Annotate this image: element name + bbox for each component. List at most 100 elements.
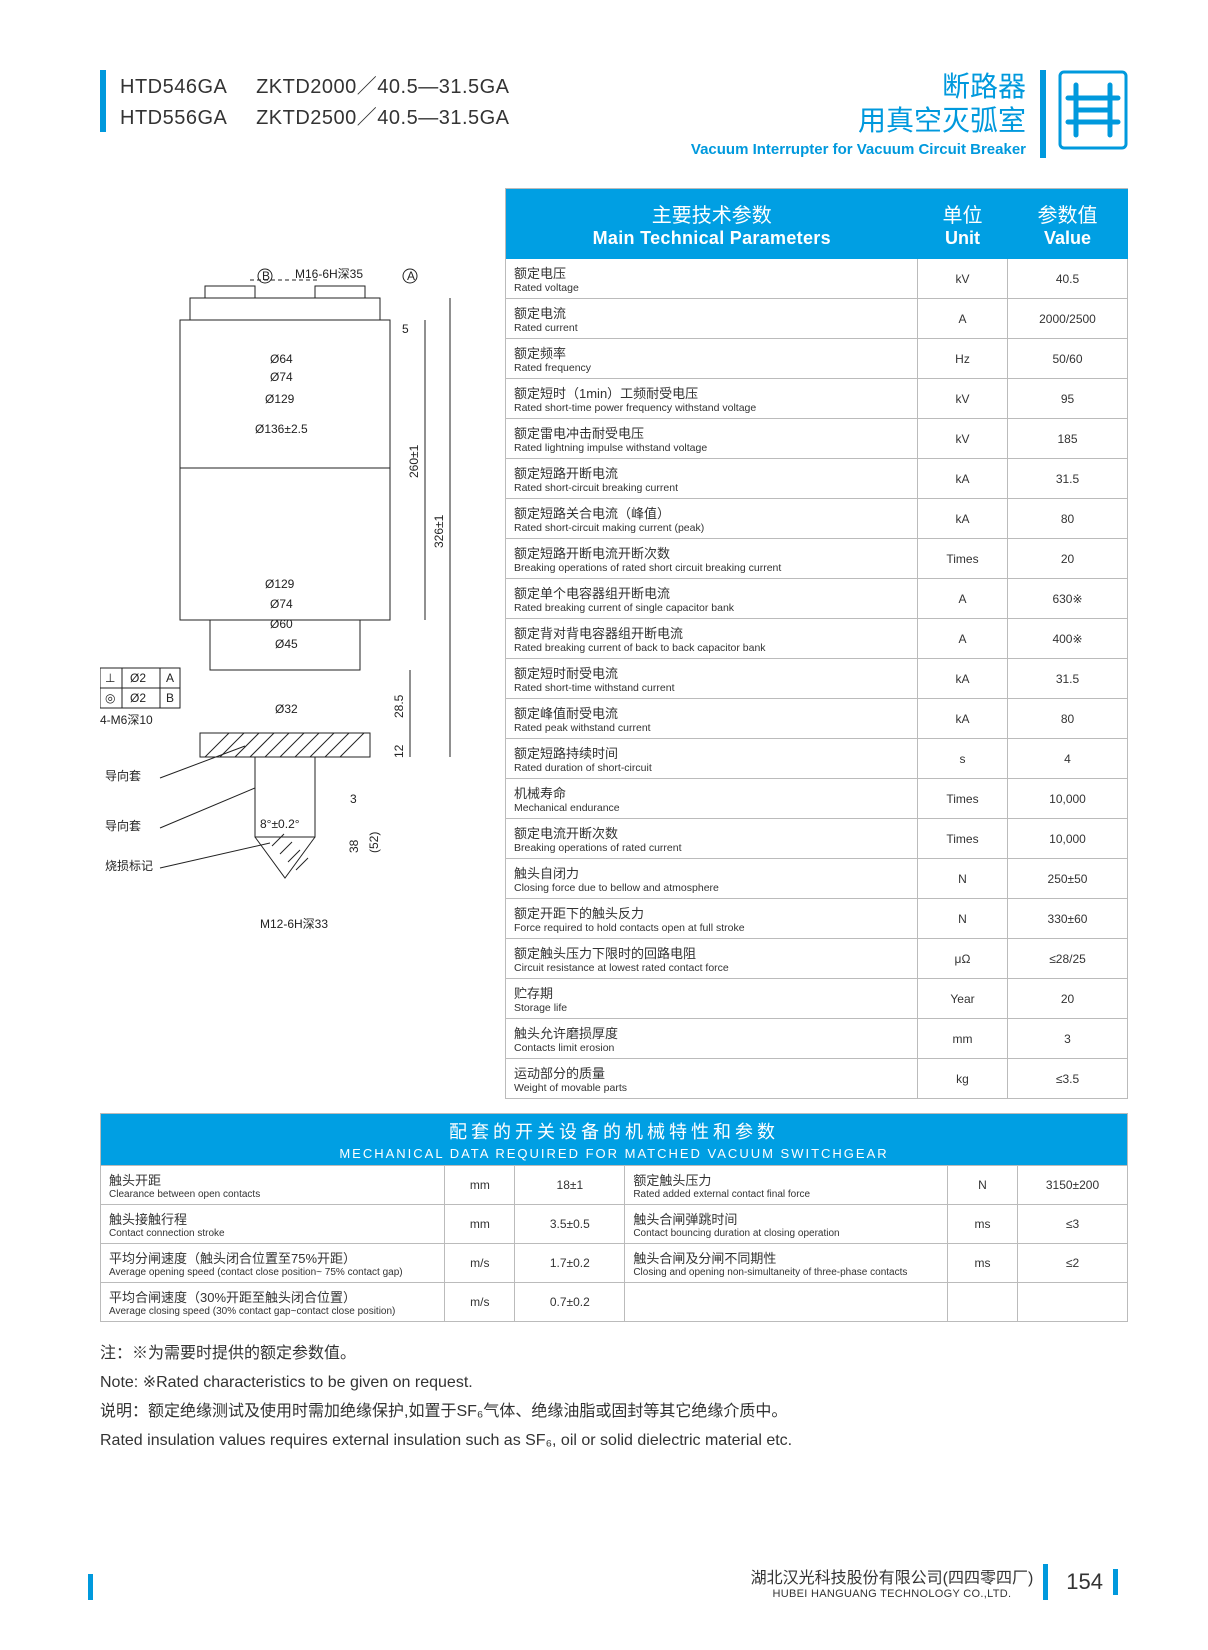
param-label: 额定开距下的触头反力Force required to hold contact… [506, 899, 918, 939]
table-row: 触头接触行程Contact connection strokemm3.5±0.5… [101, 1205, 1128, 1244]
param-value: 3 [1008, 1019, 1128, 1059]
param-label: 额定电流开断次数Breaking operations of rated cur… [506, 819, 918, 859]
param-label: 机械寿命Mechanical endurance [506, 779, 918, 819]
param-value: 630※ [1008, 579, 1128, 619]
param-label: 额定电压Rated voltage [506, 259, 918, 299]
mech-value: 0.7±0.2 [515, 1283, 625, 1322]
dlabel: 8°±0.2° [260, 817, 300, 831]
table-row: 机械寿命Mechanical enduranceTimes10,000 [506, 779, 1128, 819]
mech-value [1018, 1283, 1128, 1322]
param-label: 额定背对背电容器组开断电流Rated breaking current of b… [506, 619, 918, 659]
dlabel: A [166, 671, 174, 685]
param-unit: Times [918, 539, 1008, 579]
param-value: 80 [1008, 499, 1128, 539]
table-row: 运动部分的质量Weight of movable partskg≤3.5 [506, 1059, 1128, 1099]
param-unit: kA [918, 699, 1008, 739]
param-unit: N [918, 899, 1008, 939]
mech-unit: mm [445, 1205, 515, 1244]
model-spec: ZKTD2500／40.5—31.5GA [256, 107, 509, 129]
model-code: HTD556GA [120, 107, 250, 130]
table-row: 额定背对背电容器组开断电流Rated breaking current of b… [506, 619, 1128, 659]
page-number: 154 [1066, 1569, 1118, 1595]
title-en: Vacuum Interrupter for Vacuum Circuit Br… [691, 141, 1026, 158]
dlabel: B [262, 269, 270, 283]
param-value: 2000/2500 [1008, 299, 1128, 339]
model-spec: ZKTD2000／40.5—31.5GA [256, 76, 509, 98]
dlabel: 38 [347, 840, 361, 854]
param-label: 额定频率Rated frequency [506, 339, 918, 379]
model-code: HTD546GA [120, 76, 250, 99]
table-row: 额定开距下的触头反力Force required to hold contact… [506, 899, 1128, 939]
dlabel: 5 [402, 322, 409, 336]
table-row: 额定频率Rated frequencyHz50/60 [506, 339, 1128, 379]
param-label: 额定触头压力下限时的回路电阻Circuit resistance at lowe… [506, 939, 918, 979]
mechanical-data-table: 配套的开关设备的机械特性和参数 MECHANICAL DATA REQUIRED… [100, 1113, 1128, 1322]
table-row: 额定峰值耐受电流Rated peak withstand currentkA80 [506, 699, 1128, 739]
dlabel: Ø60 [270, 617, 293, 631]
param-value: 10,000 [1008, 819, 1128, 859]
param-label: 额定短路关合电流（峰值）Rated short-circuit making c… [506, 499, 918, 539]
model-row-2: HTD556GA ZKTD2500／40.5—31.5GA [120, 101, 510, 130]
dlabel: Ø64 [270, 352, 293, 366]
mech-unit [948, 1283, 1018, 1322]
mech-unit: mm [445, 1166, 515, 1205]
table-row: 额定电流Rated currentA2000/2500 [506, 299, 1128, 339]
dlabel: (52) [367, 832, 381, 853]
param-value: 10,000 [1008, 779, 1128, 819]
mech-unit: m/s [445, 1244, 515, 1283]
dlabel: M12-6H深33 [260, 917, 328, 931]
param-label: 额定峰值耐受电流Rated peak withstand current [506, 699, 918, 739]
dlabel: M16-6H深35 [295, 268, 363, 281]
param-unit: Times [918, 819, 1008, 859]
param-label: 触头允许磨损厚度Contacts limit erosion [506, 1019, 918, 1059]
param-label: 额定雷电冲击耐受电压Rated lightning impulse withst… [506, 419, 918, 459]
table-row: 额定短路持续时间Rated duration of short-circuits… [506, 739, 1128, 779]
param-label: 额定单个电容器组开断电流Rated breaking current of si… [506, 579, 918, 619]
param-label: 额定短路开断电流开断次数Breaking operations of rated… [506, 539, 918, 579]
notes-block: 注：※为需要时提供的额定参数值。 Note: ※Rated characteri… [100, 1340, 1128, 1455]
col-unit: 单位Unit [918, 189, 1008, 260]
table-row: 额定单个电容器组开断电流Rated breaking current of si… [506, 579, 1128, 619]
param-value: 80 [1008, 699, 1128, 739]
title-cn-l2: 用真空灭弧室 [691, 104, 1026, 138]
dlabel: 28.5 [392, 695, 406, 719]
table-row: 平均合闸速度（30%开距至触头闭合位置）Average closing spee… [101, 1283, 1128, 1322]
footer-company: 湖北汉光科技股份有限公司(四四零四厂) HUBEI HANGUANG TECHN… [751, 1564, 1049, 1600]
param-unit: A [918, 619, 1008, 659]
mech-value: 1.7±0.2 [515, 1244, 625, 1283]
param-value: 31.5 [1008, 659, 1128, 699]
mech-label [625, 1283, 948, 1322]
param-label: 额定短路持续时间Rated duration of short-circuit [506, 739, 918, 779]
table-row: 额定电流开断次数Breaking operations of rated cur… [506, 819, 1128, 859]
param-unit: Times [918, 779, 1008, 819]
dlabel: Ø32 [275, 702, 298, 716]
model-block: HTD546GA ZKTD2000／40.5—31.5GA HTD556GA Z… [100, 70, 510, 132]
dlabel: 4-M6深10 [100, 713, 153, 727]
dlabel: 烧损标记 [105, 859, 153, 873]
dlabel: Ø136±2.5 [255, 422, 308, 436]
param-value: 185 [1008, 419, 1128, 459]
param-unit: μΩ [918, 939, 1008, 979]
table-row: 额定触头压力下限时的回路电阻Circuit resistance at lowe… [506, 939, 1128, 979]
param-unit: A [918, 579, 1008, 619]
title-block: 断路器 用真空灭弧室 Vacuum Interrupter for Vacuum… [691, 70, 1046, 158]
param-value: 400※ [1008, 619, 1128, 659]
table-row: 触头自闭力Closing force due to bellow and atm… [506, 859, 1128, 899]
mech-value: 3.5±0.5 [515, 1205, 625, 1244]
mech-unit: N [948, 1166, 1018, 1205]
dlabel: Ø2 [130, 691, 146, 705]
dlabel: ⊥ [105, 671, 115, 685]
param-value: 31.5 [1008, 459, 1128, 499]
mech-label: 触头接触行程Contact connection stroke [101, 1205, 445, 1244]
note-l3: 说明：额定绝缘测试及使用时需加绝缘保护,如置于SF₆气体、绝缘油脂或固封等其它绝… [100, 1398, 1128, 1427]
param-unit: s [918, 739, 1008, 779]
mech-unit: m/s [445, 1283, 515, 1322]
table-row: 额定电压Rated voltagekV40.5 [506, 259, 1128, 299]
main-parameters-table: 主要技术参数Main Technical Parameters 单位Unit 参… [505, 188, 1128, 1099]
model-row-1: HTD546GA ZKTD2000／40.5—31.5GA [120, 70, 510, 99]
dlabel: B [166, 691, 174, 705]
table-row: 触头开距Clearance between open contactsmm18±… [101, 1166, 1128, 1205]
table-row: 额定短路开断电流开断次数Breaking operations of rated… [506, 539, 1128, 579]
param-unit: A [918, 299, 1008, 339]
param-unit: Year [918, 979, 1008, 1019]
